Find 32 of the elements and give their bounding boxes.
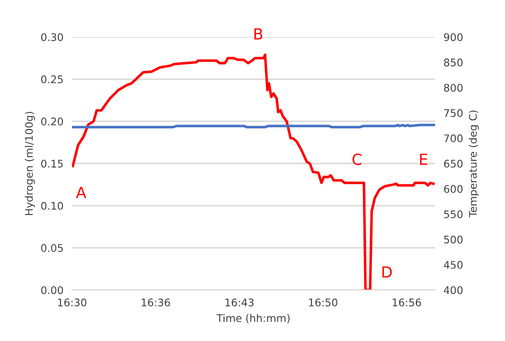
y2-tick-label: 600 <box>444 185 463 193</box>
y-tick-label: 0.15 <box>41 160 63 168</box>
annotation: A <box>76 186 86 198</box>
y-tick-label: 0.30 <box>41 33 63 42</box>
y2-tick-label: 800 <box>444 84 463 92</box>
annotation: B <box>254 28 262 40</box>
y2-tick-label: 750 <box>444 109 463 118</box>
y2-tick-label: 900 <box>444 33 463 42</box>
x-tick-label: 16:36 <box>142 298 170 306</box>
y2-tick-label: 400 <box>444 286 463 294</box>
y2-tick-label: 550 <box>444 210 463 218</box>
y2-tick-label: 700 <box>444 134 463 142</box>
y2-tick-label: 650 <box>444 160 463 168</box>
annotation: D <box>382 266 392 278</box>
y2-tick-label: 850 <box>444 58 463 66</box>
y-tick-label: 0.00 <box>41 286 63 294</box>
annotation: C <box>352 154 362 166</box>
x-tick-label: 16:43 <box>226 298 254 306</box>
x-tick-label: 16:50 <box>309 298 338 306</box>
x-axis-title: Time (hh:mm) <box>216 314 290 324</box>
y-tick-label: 0.10 <box>41 202 63 210</box>
y2-tick-label: 500 <box>444 236 463 244</box>
y-axis-title: Hydrogen (ml/100g) <box>24 112 35 216</box>
y-tick-label: 0.20 <box>41 118 63 126</box>
y-tick-label: 0.25 <box>41 75 63 84</box>
y2-tick-label: 450 <box>444 260 463 269</box>
x-tick-label: 16:56 <box>392 298 422 306</box>
y-tick-label: 0.05 <box>41 244 63 252</box>
x-tick-label: 16:30 <box>58 298 86 306</box>
line-series <box>72 53 435 290</box>
y2-axis-title: Temperature (deg C) <box>468 110 479 218</box>
annotation: E <box>420 154 428 165</box>
